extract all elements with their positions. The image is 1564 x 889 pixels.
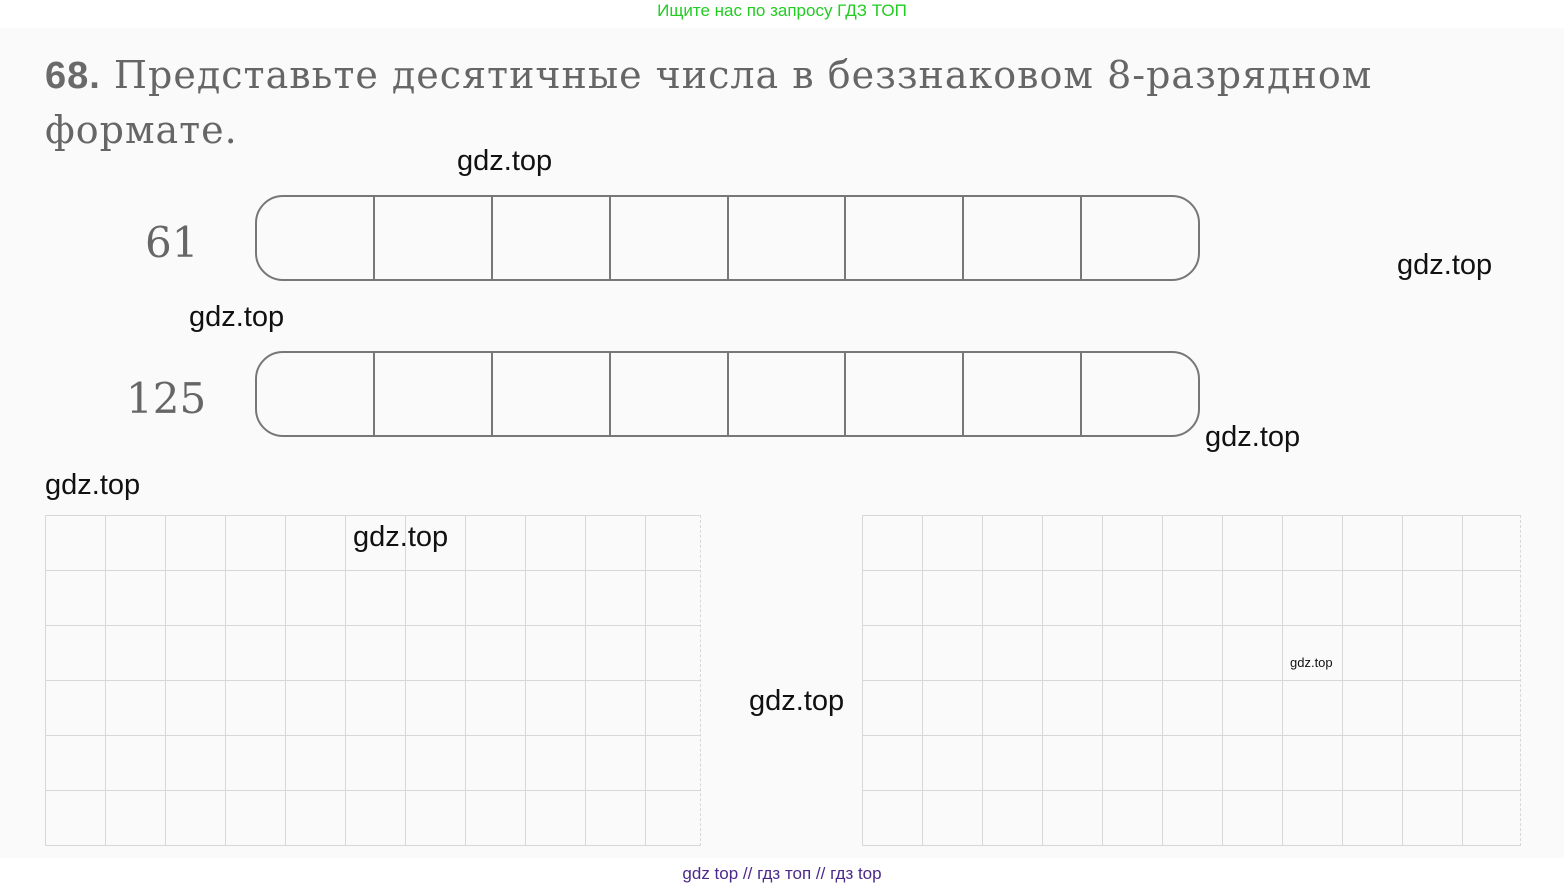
- bit-cell[interactable]: [257, 353, 375, 435]
- bit-cell[interactable]: [257, 197, 375, 279]
- watermark: gdz.top: [189, 301, 285, 333]
- bit-cell[interactable]: [493, 353, 611, 435]
- watermark: gdz.top: [1205, 421, 1301, 453]
- watermark: gdz.top: [457, 145, 553, 177]
- bit-cell[interactable]: [964, 197, 1083, 279]
- bit-cell[interactable]: [964, 353, 1083, 435]
- task-title: 68. Представьте десятичные числа в беззн…: [45, 48, 1525, 157]
- task-text: Представьте десятичные числа в беззнаков…: [45, 53, 1373, 152]
- number-label: 125: [126, 374, 207, 423]
- watermark: gdz.top: [749, 685, 845, 717]
- background-grid: [862, 515, 1521, 846]
- bit-cell[interactable]: [729, 197, 847, 279]
- bit-box-125: [255, 351, 1200, 437]
- bit-cell[interactable]: [611, 353, 729, 435]
- bit-cell[interactable]: [611, 197, 729, 279]
- bit-cell[interactable]: [846, 197, 965, 279]
- task-number: 68.: [45, 55, 101, 97]
- bit-cell[interactable]: [846, 353, 965, 435]
- bit-cell[interactable]: [493, 197, 611, 279]
- bit-cell[interactable]: [729, 353, 847, 435]
- bit-box-61: [255, 195, 1200, 281]
- footer-links[interactable]: gdz top // гдз топ // гдз top: [682, 864, 882, 883]
- watermark: gdz.top: [353, 521, 449, 553]
- bit-cell[interactable]: [375, 197, 493, 279]
- textbook-page: [0, 28, 1564, 858]
- background-grid: [45, 515, 701, 846]
- number-label: 61: [145, 218, 199, 267]
- bit-cell[interactable]: [1082, 353, 1198, 435]
- watermark: gdz.top: [45, 469, 141, 501]
- search-banner[interactable]: Ищите нас по запросу ГДЗ ТОП: [657, 1, 907, 20]
- watermark: gdz.top: [1290, 655, 1333, 670]
- bit-cell[interactable]: [1082, 197, 1198, 279]
- bit-cell[interactable]: [375, 353, 493, 435]
- watermark: gdz.top: [1397, 249, 1493, 281]
